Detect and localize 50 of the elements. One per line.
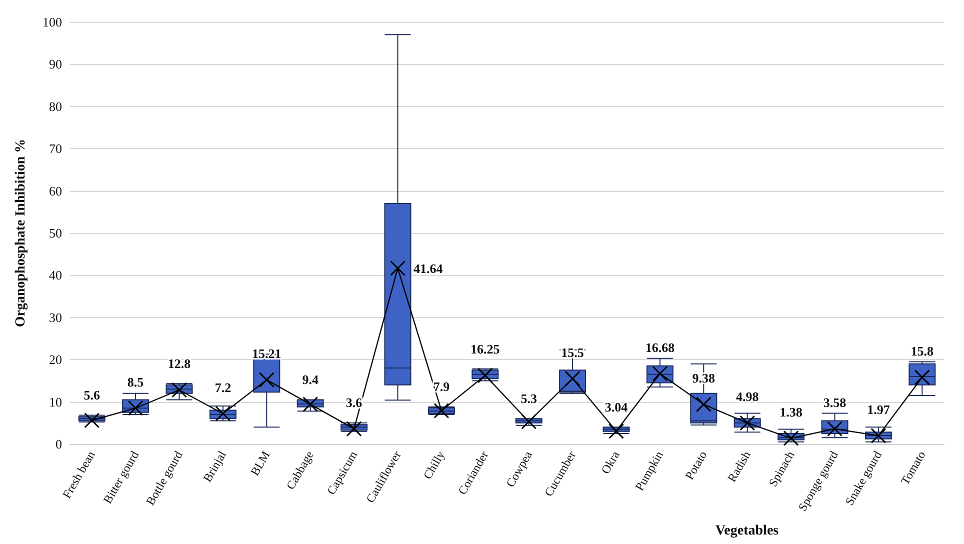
y-tick-label: 20: [49, 352, 62, 368]
y-tick-label: 90: [49, 56, 62, 72]
point: [215, 406, 231, 422]
data-label: 7.9: [433, 379, 450, 394]
y-tick-label: 0: [56, 436, 62, 452]
data-label: 9.4: [302, 372, 319, 387]
point: [172, 382, 187, 398]
point: [128, 400, 144, 416]
point: [608, 423, 624, 439]
point: [652, 366, 668, 382]
data-label: 16.25: [470, 342, 500, 357]
data-label: 8.5: [127, 374, 144, 390]
y-tick-label: 60: [49, 183, 62, 198]
point: [696, 396, 712, 412]
data-label: 12.8: [168, 356, 192, 372]
point: [914, 370, 930, 386]
point: [870, 428, 886, 444]
y-axis-title: Organophosphate Inhibition %: [14, 138, 28, 328]
data-label: 4.98: [736, 389, 760, 404]
point: [302, 396, 318, 412]
point: [740, 415, 756, 431]
data-label: 1.97: [867, 402, 890, 417]
data-label: 15.8: [910, 344, 934, 359]
y-tick-label: 100: [42, 14, 62, 30]
y-tick-label: 10: [49, 394, 62, 410]
data-label: 1.38: [780, 404, 803, 420]
data-label: 5.6: [84, 388, 100, 403]
data-label: 41.64: [414, 260, 444, 276]
y-tick-label: 70: [49, 141, 62, 156]
point: [827, 421, 842, 437]
y-tick-label: 40: [49, 268, 62, 283]
data-label: 5.3: [520, 390, 538, 406]
point: [84, 412, 100, 428]
y-tick-label: 50: [49, 226, 62, 240]
y-tick-label: 80: [49, 98, 62, 114]
point: [390, 260, 406, 276]
point: [521, 414, 537, 430]
data-label: 15.21: [252, 346, 282, 362]
y-tick-label: 30: [49, 310, 62, 325]
data-label: 7.2: [214, 380, 232, 395]
point: [434, 402, 450, 418]
data-label: 3.04: [604, 399, 628, 414]
point: [477, 368, 493, 384]
data-label: 3.58: [823, 395, 847, 410]
data-label: 16.68: [645, 340, 676, 355]
point: [783, 430, 799, 446]
point: [564, 370, 580, 386]
point: [258, 372, 274, 388]
x-axis-title: Vegetables: [715, 524, 780, 538]
point: [346, 421, 362, 437]
